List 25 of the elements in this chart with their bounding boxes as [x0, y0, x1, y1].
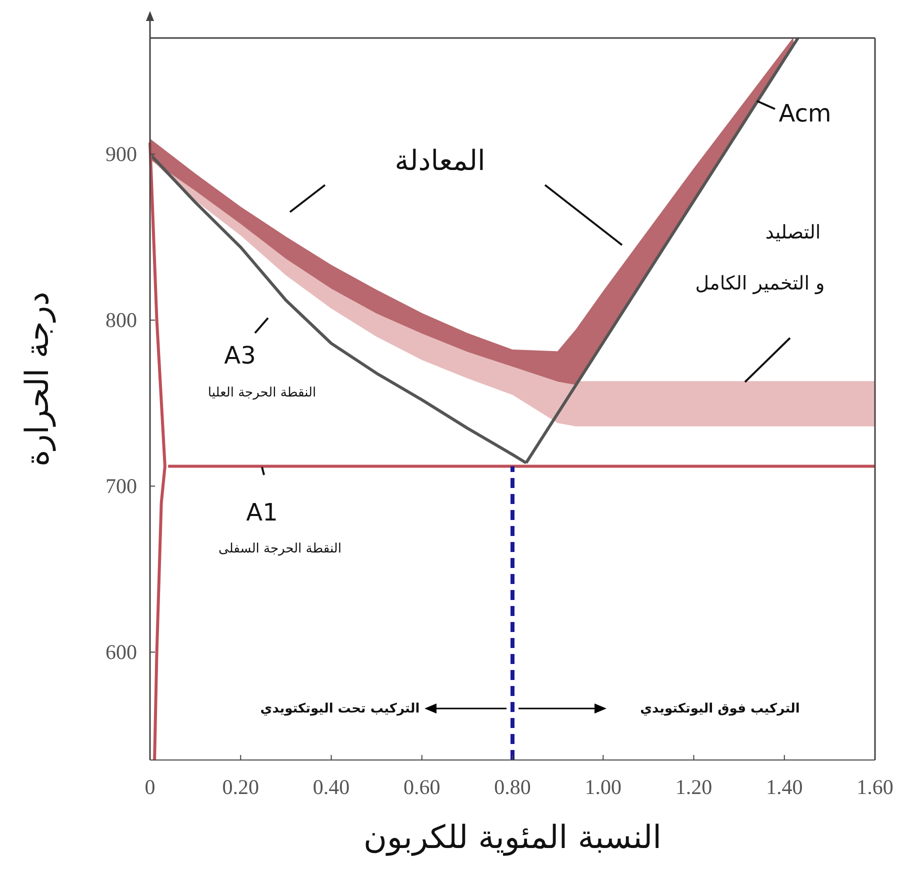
x-axis-title: النسبة المئوية للكربون — [364, 818, 662, 856]
x-tick-label: 0 — [144, 775, 156, 799]
annotation: A3 — [224, 341, 256, 370]
x-tick-label: 1.60 — [856, 775, 894, 799]
x-tick-label: 0.80 — [494, 775, 531, 799]
x-tick-label: 1.00 — [584, 775, 622, 799]
annotation: التصليد — [765, 222, 821, 244]
y-tick-label: 600 — [106, 640, 137, 664]
annotation: المعادلة — [394, 144, 486, 177]
y-tick-label: 700 — [106, 474, 137, 498]
x-tick-label: 1.40 — [766, 775, 803, 799]
annotation: النقطة الحرجة العليا — [208, 386, 316, 401]
annotation: التركيب فوق اليوتكتويدي — [640, 702, 800, 717]
x-tick-label: 0.60 — [404, 775, 440, 799]
y-tick-label: 800 — [106, 308, 137, 332]
x-tick-label: 0.40 — [312, 775, 350, 799]
annotation: التركيب تحت اليوتكتويدي — [260, 702, 420, 717]
annotation: النقطة الحرجة السفلى — [218, 542, 342, 557]
x-tick-label: 0.20 — [222, 775, 259, 799]
annotation: Acm — [778, 99, 832, 128]
annotation: A1 — [246, 498, 278, 526]
y-axis-title: درجة الحرارة — [18, 292, 56, 466]
annotation: و التخمير الكامل — [695, 272, 825, 295]
x-tick-label: 1.20 — [675, 775, 712, 799]
y-tick-label: 900 — [106, 142, 137, 166]
